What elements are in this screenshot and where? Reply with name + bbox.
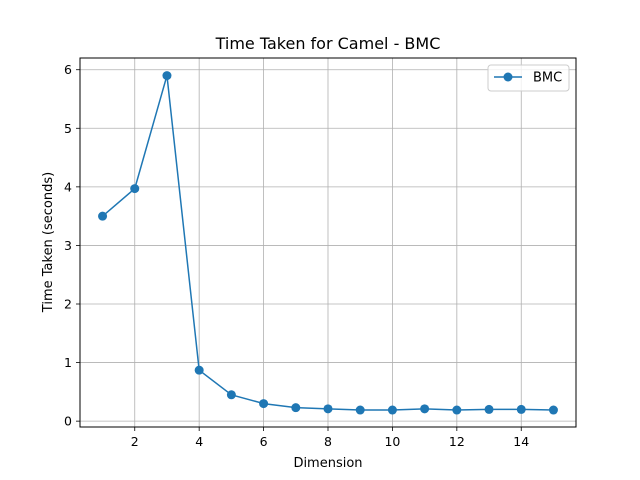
y-tick-label: 4 xyxy=(64,179,72,194)
x-axis-ticks: 2 4 6 8 10 12 14 xyxy=(131,427,529,449)
x-tick-label: 4 xyxy=(195,434,203,449)
y-tick-label: 0 xyxy=(64,414,72,429)
series-layer xyxy=(98,71,558,415)
legend-box xyxy=(487,64,570,92)
data-point xyxy=(516,404,526,414)
data-point xyxy=(162,71,172,81)
data-point xyxy=(323,404,333,414)
x-axis-label: Dimension xyxy=(293,456,362,471)
y-tick-label: 6 xyxy=(64,62,72,77)
data-point xyxy=(387,405,397,415)
data-point xyxy=(548,405,558,415)
x-tick-label: 14 xyxy=(513,434,529,449)
data-point xyxy=(98,211,108,221)
y-tick-label: 5 xyxy=(64,121,72,136)
legend-marker-sample xyxy=(503,72,513,82)
legend: BMC xyxy=(487,64,570,92)
y-axis-ticks: 0 1 2 3 4 5 6 xyxy=(64,62,80,429)
y-tick-label: 3 xyxy=(64,238,72,253)
data-point xyxy=(130,184,140,194)
y-tick-label: 2 xyxy=(64,297,72,312)
data-point xyxy=(291,403,301,413)
data-point xyxy=(420,404,430,414)
data-point xyxy=(226,390,236,400)
x-tick-label: 10 xyxy=(384,434,400,449)
x-tick-label: 2 xyxy=(131,434,139,449)
y-tick-label: 1 xyxy=(64,355,72,370)
x-tick-label: 8 xyxy=(324,434,332,449)
data-point xyxy=(355,405,365,415)
y-axis-label: Time Taken (seconds) xyxy=(41,172,56,313)
grid-lines xyxy=(80,58,576,427)
x-tick-label: 6 xyxy=(260,434,268,449)
data-point xyxy=(484,404,494,414)
data-point xyxy=(452,405,462,415)
data-point xyxy=(259,399,269,409)
chart-title: Time Taken for Camel - BMC xyxy=(215,34,441,53)
legend-label: BMC xyxy=(533,71,562,86)
data-point xyxy=(194,365,204,375)
x-tick-label: 12 xyxy=(449,434,465,449)
